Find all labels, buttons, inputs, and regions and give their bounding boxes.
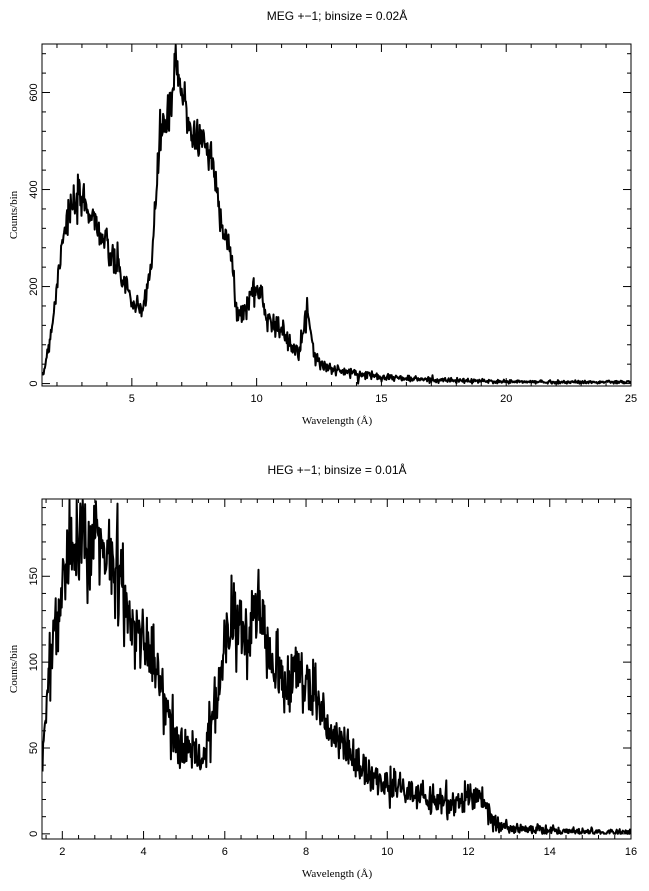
heg-y-tick-label: 100 — [28, 653, 40, 671]
heg-x-tick-label: 12 — [462, 846, 474, 858]
meg-x-axis-label: Wavelength (Å) — [302, 415, 373, 427]
heg-y-tick-label: 150 — [28, 567, 40, 585]
heg-chart-title: HEG +−1; binsize = 0.01Å — [267, 462, 406, 477]
heg-x-axis-label: Wavelength (Å) — [302, 868, 373, 880]
heg-spectrum-line — [41, 499, 632, 835]
heg-y-tick-label: 50 — [28, 742, 40, 754]
heg-y-tick-label: 0 — [28, 831, 40, 837]
meg-y-tick-label: 200 — [28, 277, 40, 295]
meg-chart-title: MEG +−1; binsize = 0.02Å — [267, 8, 407, 23]
heg-x-tick-label: 4 — [140, 846, 146, 858]
meg-x-tick-label: 20 — [500, 393, 512, 405]
heg-x-tick-label: 10 — [381, 846, 393, 858]
meg-x-tick-label: 10 — [251, 393, 263, 405]
meg-y-tick-label: 400 — [28, 180, 40, 198]
meg-x-tick-label: 15 — [375, 393, 387, 405]
meg-y-axis-label: Counts/bin — [8, 190, 20, 239]
heg-panel: HEG +−1; binsize = 0.01Å 2 4 6 8 10 12 14 16 0 50… — [8, 462, 637, 880]
heg-plot-frame — [41, 498, 632, 840]
heg-y-axis-label: Counts/bin — [8, 644, 20, 693]
heg-x-tick-label: 14 — [544, 846, 556, 858]
meg-panel: MEG +−1; binsize = 0.02Å 5 10 15 20 25 0 200 40… — [8, 8, 637, 427]
meg-spectrum-line — [41, 44, 632, 385]
meg-y-tick-label: 600 — [28, 83, 40, 101]
heg-x-tick-label: 2 — [59, 846, 65, 858]
meg-x-tick-label: 25 — [625, 393, 637, 405]
meg-x-tick-label: 5 — [129, 393, 135, 405]
heg-x-tick-label: 16 — [625, 846, 637, 858]
heg-x-tick-label: 6 — [222, 846, 228, 858]
meg-y-tick-label: 0 — [28, 381, 40, 387]
meg-plot-frame — [41, 43, 632, 387]
heg-x-tick-label: 8 — [303, 846, 309, 858]
